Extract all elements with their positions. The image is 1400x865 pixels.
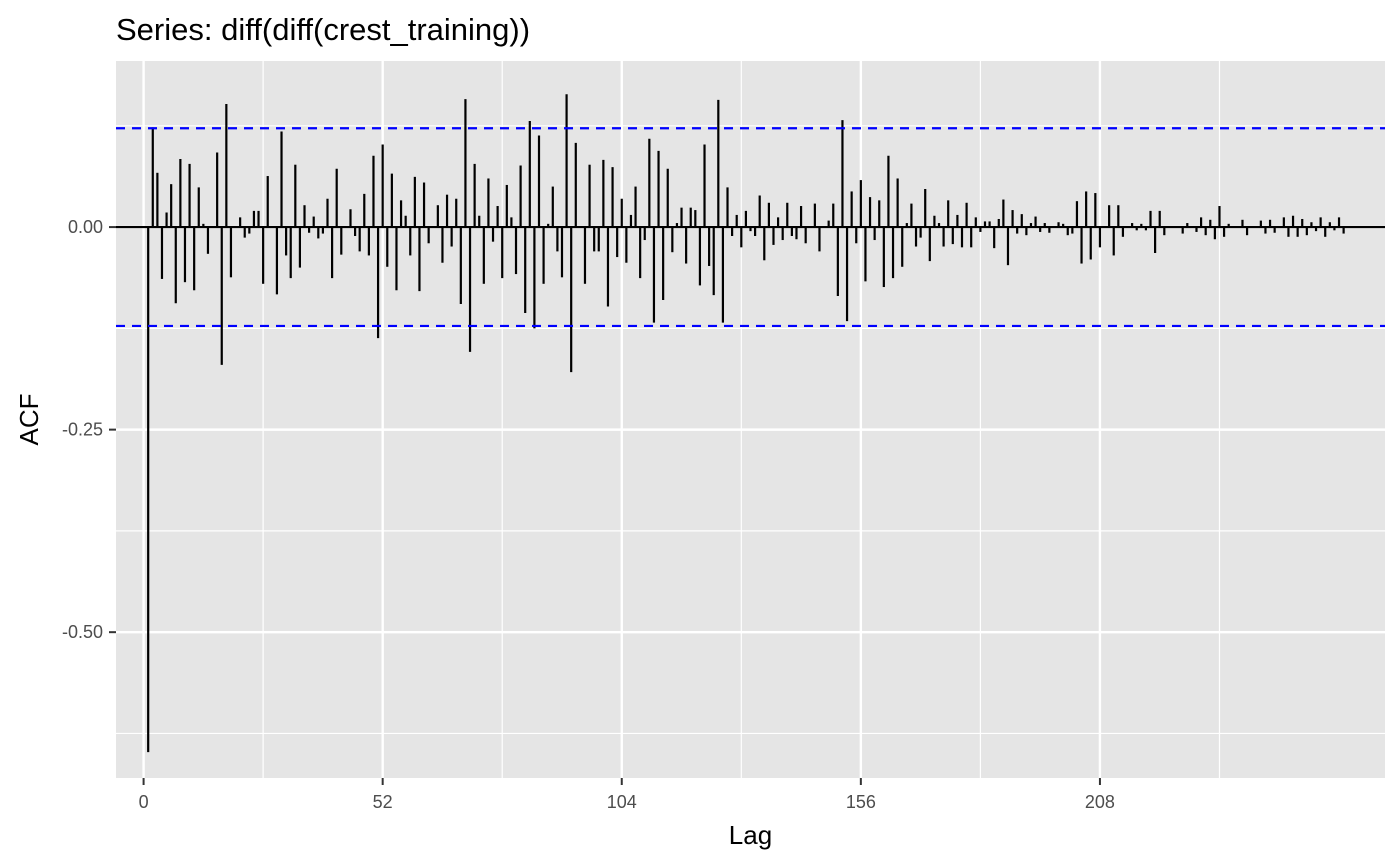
plot-panel	[116, 61, 1385, 778]
x-tick-label: 208	[1085, 792, 1115, 812]
y-tick-label: -0.25	[62, 420, 103, 440]
y-tick-label: -0.50	[62, 622, 103, 642]
x-tick-label: 156	[846, 792, 876, 812]
x-tick-label: 0	[139, 792, 149, 812]
chart-title: Series: diff(diff(crest_training))	[116, 12, 530, 47]
x-tick-label: 52	[373, 792, 393, 812]
acf-bars	[147, 94, 1345, 753]
y-tick-label: 0.00	[68, 217, 103, 237]
y-axis-title: ACF	[14, 394, 44, 446]
x-tick-label: 104	[607, 792, 637, 812]
x-axis-title: Lag	[729, 820, 772, 850]
x-axis: 0 52 104 156 208	[139, 778, 1115, 812]
minor-gridlines	[116, 61, 1385, 778]
y-axis: 0.00 -0.25 -0.50	[62, 217, 116, 642]
